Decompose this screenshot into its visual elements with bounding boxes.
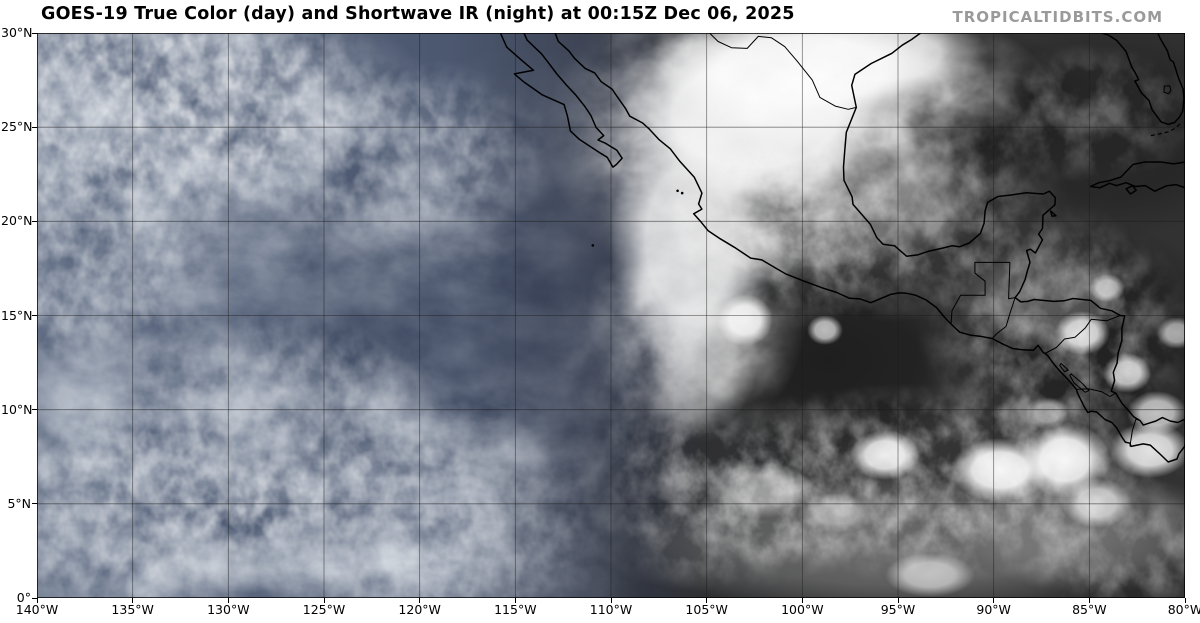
lon-tick	[419, 598, 421, 603]
lon-tick	[227, 598, 229, 603]
lat-tick	[32, 409, 37, 411]
florida-coast	[1101, 33, 1185, 126]
lat-tick-label: 30°N	[1, 25, 33, 40]
lon-tick	[514, 598, 516, 603]
lat-tick	[32, 315, 37, 316]
lat-tick	[32, 32, 37, 34]
lon-tick	[1088, 598, 1090, 603]
mexico-guatemala-border	[950, 261, 1010, 325]
lat-tick-label: 15°N	[1, 307, 33, 323]
tropicaltidbits-watermark: TROPICALTIDBITS.COM	[952, 8, 1163, 26]
lat-tick	[32, 220, 37, 222]
lat-tick	[32, 503, 37, 505]
lon-tick-label: 105°W	[685, 602, 728, 617]
florida-keys	[1150, 123, 1181, 137]
pacific-coast-mexico-to-panama	[554, 33, 1185, 463]
map-coastlines	[499, 33, 1185, 463]
cozumel	[1049, 210, 1057, 217]
lon-tick	[801, 598, 803, 603]
lat-tick-label: 5°N	[7, 495, 31, 511]
satellite-map	[37, 33, 1185, 598]
lon-tick-label: 130°W	[207, 602, 250, 617]
lat-tick-label: 20°N	[1, 213, 33, 229]
guatemala-belize-border	[1008, 262, 1016, 300]
lon-tick-label: 80°W	[1167, 602, 1200, 617]
image-title: GOES-19 True Color (day) and Shortwave I…	[41, 4, 795, 24]
lon-tick-label: 140°W	[15, 602, 59, 617]
lat-tick	[32, 126, 37, 128]
lake-okeechobee	[1163, 85, 1172, 95]
isla-juventud	[1125, 184, 1137, 195]
baja-california-coast	[499, 33, 623, 168]
cuba-south-coast	[1090, 181, 1185, 192]
lake-managua	[1059, 363, 1069, 373]
lon-tick-label: 135°W	[111, 602, 154, 617]
lake-nicaragua	[1069, 373, 1090, 393]
lon-tick	[897, 598, 899, 603]
lat-tick-label: 25°N	[1, 119, 33, 135]
lon-tick	[36, 598, 38, 603]
guatemala-honduras-border	[991, 297, 1016, 339]
lon-tick-label: 115°W	[494, 602, 537, 617]
lon-tick	[993, 598, 995, 603]
lon-tick	[610, 598, 612, 603]
map-gridlines	[37, 33, 1185, 598]
lat-tick-label: 10°N	[1, 401, 33, 417]
lon-tick-label: 95°W	[880, 602, 916, 617]
lon-tick-label: 125°W	[302, 602, 346, 617]
island-dot	[676, 189, 679, 193]
lon-tick-label: 100°W	[781, 602, 824, 617]
costarica-panama-border	[1129, 418, 1141, 447]
lat-tick	[32, 597, 37, 599]
nicaragua-costarica-border	[1076, 388, 1116, 397]
island-dot	[680, 191, 684, 195]
satellite-imagery-svg	[37, 33, 1185, 598]
island-dot	[591, 244, 595, 247]
lon-tick	[323, 598, 325, 603]
lon-tick-label: 90°W	[976, 602, 1011, 617]
cuba-north-coast	[1089, 161, 1185, 188]
lat-tick-label: 0°	[16, 590, 31, 605]
lon-tick	[1184, 598, 1186, 603]
lon-tick	[706, 598, 708, 603]
lon-tick-label: 85°W	[1072, 602, 1107, 617]
rio-grande-border	[709, 33, 857, 110]
lon-tick-label: 120°W	[398, 602, 441, 617]
honduras-nicaragua-border	[1044, 315, 1121, 354]
gulf-and-caribbean-coast	[842, 33, 1185, 426]
lon-tick-label: 110°W	[589, 602, 633, 617]
lon-tick	[132, 598, 134, 603]
